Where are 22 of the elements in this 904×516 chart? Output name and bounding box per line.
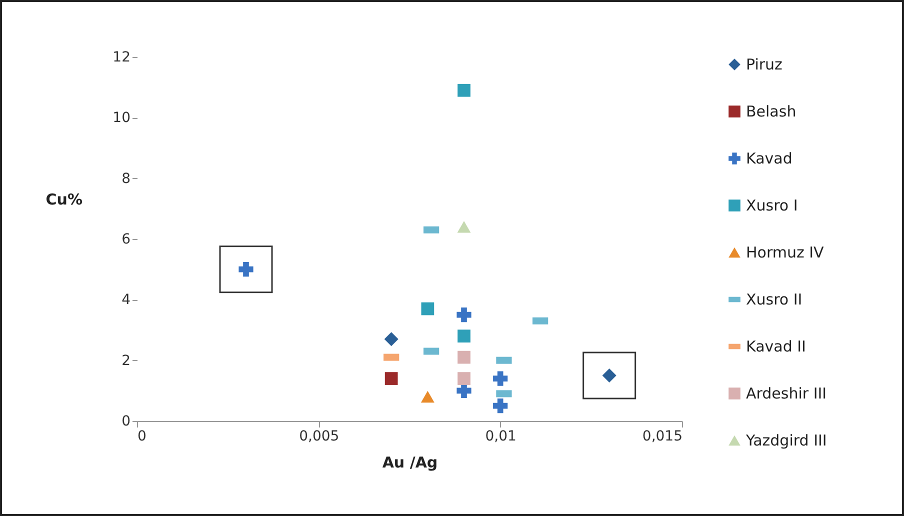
y-tick-label: 2 [122, 352, 130, 369]
legend-label: Belash [746, 102, 796, 120]
legend-label: Ardeshir III [746, 384, 827, 402]
legend-label: Xusro I [746, 196, 798, 214]
y-tick-label: 4 [122, 292, 131, 308]
y-tick-label: 10 [112, 110, 130, 126]
x-axis-title: Au /Ag [382, 454, 438, 472]
legend-label: Kavad [746, 150, 792, 168]
legend-label: Hormuz IV [746, 244, 825, 262]
legend-label: Xusro II [746, 290, 802, 308]
y-axis-title: Cu% [46, 190, 82, 208]
x-tick-label: 0 [138, 428, 146, 444]
legend-label: Yazdgird III [745, 432, 827, 450]
x-tick-label: 0,005 [299, 428, 340, 444]
y-tick-label: 8 [122, 170, 130, 187]
legend-label: Piruz [746, 56, 783, 74]
y-tick-label: 12 [112, 50, 130, 66]
x-tick-label: 0,015 [642, 428, 682, 444]
y-tick-label: 0 [122, 414, 130, 430]
y-tick-label: 6 [122, 232, 131, 248]
legend-label: Kavad II [746, 338, 806, 356]
x-tick-label: 0,01 [485, 428, 516, 444]
